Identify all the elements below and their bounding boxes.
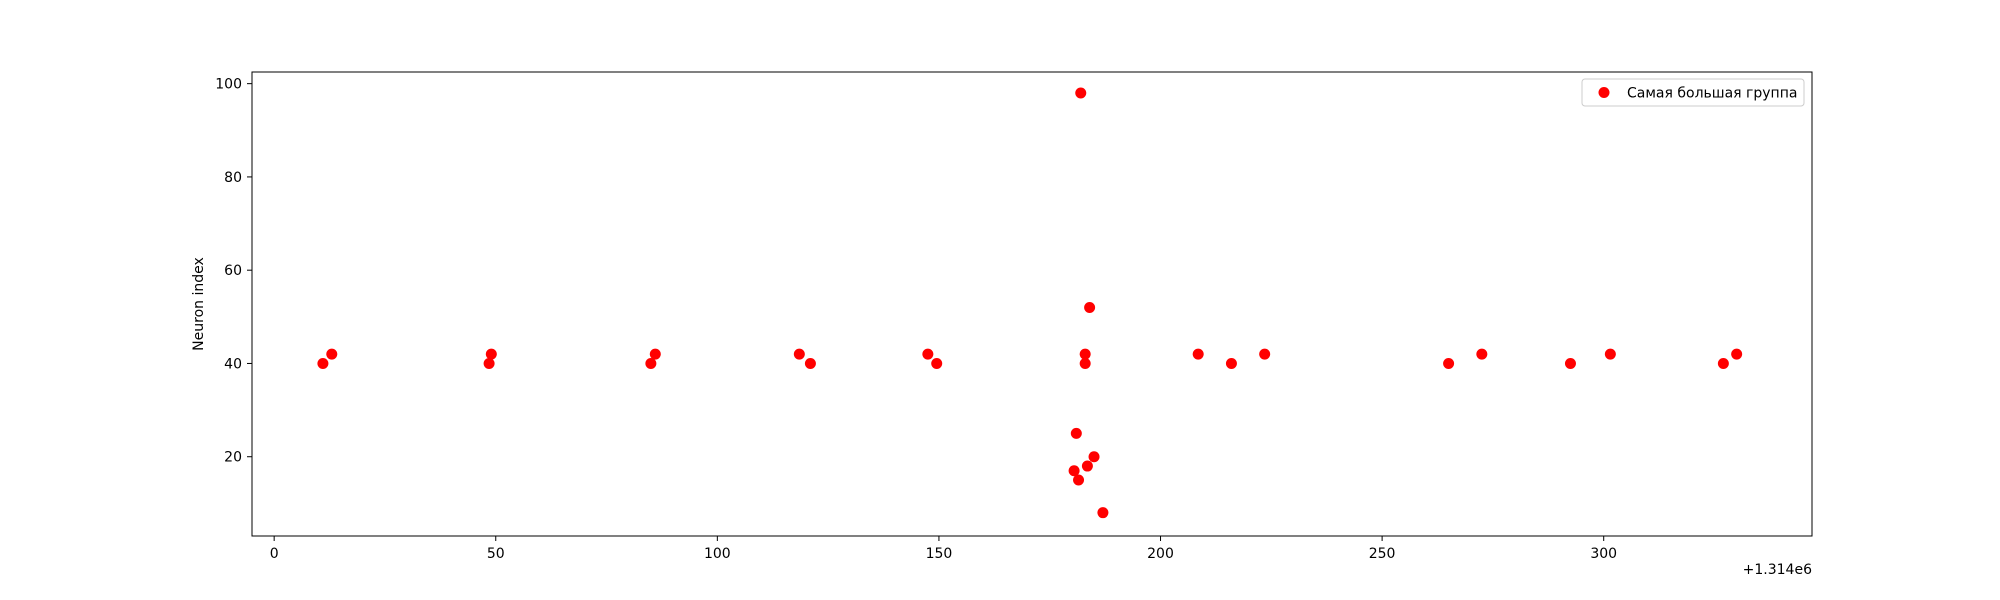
data-point <box>326 348 338 360</box>
y-tick-label: 80 <box>224 170 242 186</box>
data-point <box>317 357 329 369</box>
y-axis: 20 40 60 80 100 <box>215 77 252 466</box>
data-point <box>1717 357 1729 369</box>
data-point <box>1075 87 1087 99</box>
data-point <box>1731 348 1743 360</box>
data-point <box>1079 348 1091 360</box>
data-point <box>922 348 934 360</box>
data-point <box>1073 474 1085 486</box>
data-point <box>1259 348 1271 360</box>
x-axis: 0 50 100 150 200 250 300 <box>270 536 1617 562</box>
data-point <box>1088 451 1100 463</box>
data-points <box>317 87 1743 519</box>
data-point <box>1564 357 1576 369</box>
x-tick-label: 300 <box>1590 546 1617 562</box>
data-point <box>1097 507 1109 519</box>
x-axis-offset-label: +1.314e6 <box>1743 562 1812 578</box>
data-point <box>1081 460 1093 472</box>
legend-marker <box>1598 87 1610 98</box>
data-point <box>1443 357 1455 369</box>
x-tick-label: 100 <box>704 546 731 562</box>
data-point <box>483 357 495 369</box>
data-point <box>645 357 657 369</box>
data-point <box>649 348 661 360</box>
x-tick-label: 250 <box>1369 546 1396 562</box>
y-tick-label: 60 <box>224 263 242 279</box>
x-tick-label: 150 <box>926 546 953 562</box>
data-point <box>804 357 816 369</box>
y-tick-label: 20 <box>224 450 242 466</box>
data-point <box>1068 465 1080 477</box>
data-point <box>1079 357 1091 369</box>
data-point <box>793 348 805 360</box>
y-tick-label: 100 <box>215 77 242 93</box>
y-tick-label: 40 <box>224 356 242 372</box>
data-point <box>1476 348 1488 360</box>
plot-area-frame <box>251 71 1813 537</box>
data-point <box>1192 348 1204 360</box>
x-tick-label: 50 <box>487 546 505 562</box>
legend: Самая большая группа <box>1581 78 1805 107</box>
data-point <box>1604 348 1616 360</box>
legend-box <box>1581 78 1805 107</box>
data-point <box>485 348 497 360</box>
data-point <box>1225 357 1237 369</box>
data-point <box>931 357 943 369</box>
x-tick-label: 200 <box>1147 546 1174 562</box>
data-point <box>1070 427 1082 439</box>
y-axis-label: Neuron index <box>191 257 207 351</box>
data-point <box>1084 301 1096 313</box>
legend-label: Самая большая группа <box>1627 86 1797 102</box>
x-tick-label: 0 <box>270 546 279 562</box>
